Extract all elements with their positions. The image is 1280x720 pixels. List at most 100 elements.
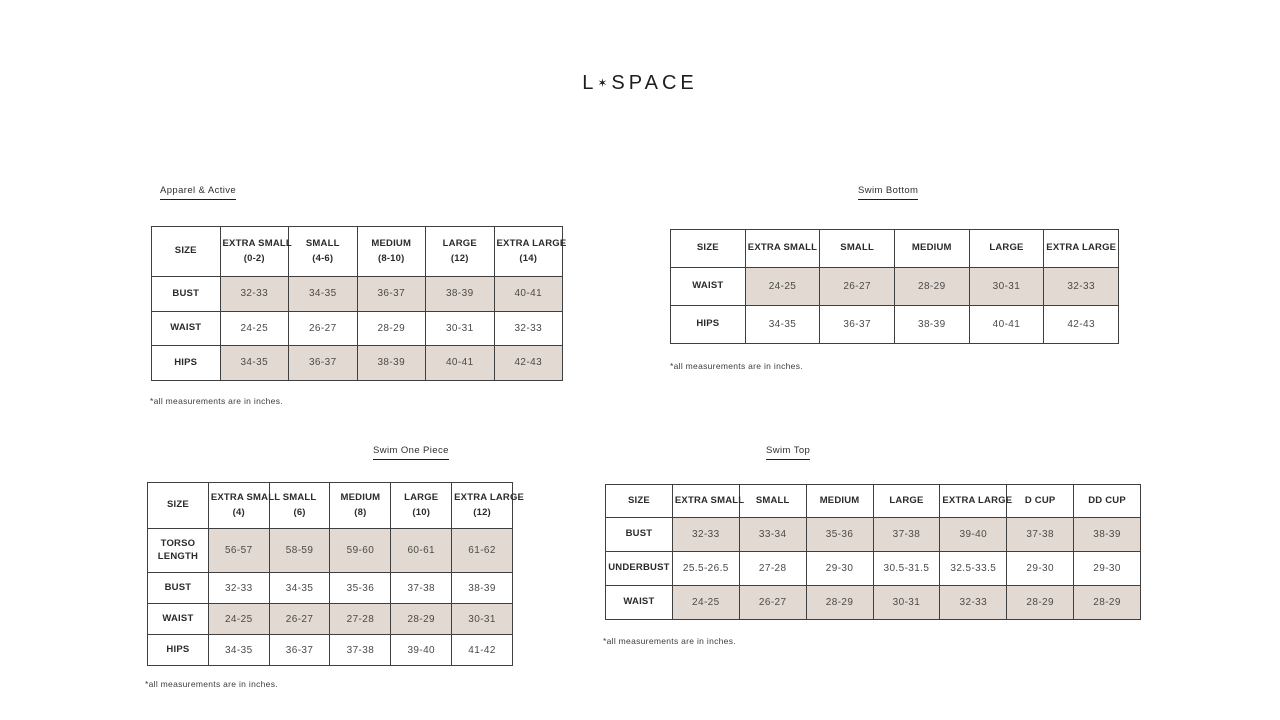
swim-bottom-size-table: SIZE EXTRA SMALL SMALL MEDIUM LARGE EXTRA LAR… (670, 229, 1119, 344)
column-header-cell: EXTRA SMALL (744, 229, 821, 268)
footnote-swim-top: *all measurements are in inches. (603, 636, 736, 646)
table-row: WAIST 24-25 26-27 28-29 30-31 32-33 28-29 28-29 (605, 585, 1141, 620)
row-label-cell: WAIST (670, 267, 746, 306)
row-label-cell: BUST (151, 276, 221, 312)
column-header-cell: SMALL (4-6) (288, 226, 358, 277)
measurement-cell: 39-40 (390, 634, 453, 666)
measurement-cell: 36-37 (268, 634, 331, 666)
measurement-cell: 32-33 (939, 585, 1008, 620)
measurement-cell: 26-27 (738, 585, 807, 620)
column-header-cell: LARGE (12) (425, 226, 495, 277)
column-header-cell: EXTRA SMALL (671, 484, 744, 518)
section-title-apparel-active: Apparel & Active (160, 185, 237, 200)
measurement-cell: 58-59 (268, 528, 331, 573)
row-label-cell: BUST (605, 517, 673, 552)
measurement-cell: 29-30 (805, 551, 874, 586)
measurement-cell: 24-25 (744, 267, 821, 306)
measurement-cell: 30-31 (968, 267, 1045, 306)
measurement-cell: 32-33 (207, 572, 270, 604)
measurement-cell: 61-62 (451, 528, 513, 573)
size-table: SIZE EXTRA SMALL (0-2) SMALL (4-6) MEDIUM (8-1… (151, 226, 566, 381)
row-label-cell: WAIST (151, 310, 221, 347)
measurement-cell: 32-33 (1043, 267, 1119, 306)
measurement-cell: 37-38 (329, 634, 392, 666)
header-row: SIZE EXTRA SMALL SMALL MEDIUM LARGE EXTRA LAR… (670, 229, 1119, 268)
measurement-cell: 24-25 (219, 310, 289, 347)
measurement-cell: 27-28 (738, 551, 807, 586)
table-row: WAIST 24-25 26-27 28-29 30-31 32-33 (151, 310, 563, 347)
table-row: BUST 32-33 33-34 35-36 37-38 39-40 37-38 38-39 (605, 517, 1141, 552)
measurement-cell: 28-29 (390, 603, 453, 635)
measurement-cell: 38-39 (893, 305, 970, 344)
table-row: HIPS 34-35 36-37 38-39 40-41 42-43 (670, 305, 1119, 344)
measurement-cell: 56-57 (207, 528, 270, 573)
size-table: SIZE EXTRA SMALL SMALL MEDIUM LARGE EXTRA LAR… (605, 484, 1141, 620)
size-header-cell: SIZE (147, 482, 209, 529)
section-title-swim-top: Swim Top (766, 445, 811, 460)
measurement-cell: 32-33 (671, 517, 740, 552)
row-label-cell: TORSO LENGTH (147, 528, 209, 573)
measurement-cell: 28-29 (1006, 585, 1075, 620)
measurement-cell: 38-39 (425, 276, 495, 312)
footnote-swim-bottom: *all measurements are in inches. (670, 361, 803, 371)
measurement-cell: 34-35 (268, 572, 331, 604)
table-row: HIPS 34-35 36-37 38-39 40-41 42-43 (151, 345, 563, 381)
measurement-cell: 40-41 (493, 276, 563, 312)
column-header-cell: EXTRA SMALL (4) (207, 482, 280, 529)
column-header-cell: EXTRA LARGE (1043, 229, 1119, 268)
measurement-cell: 30-31 (451, 603, 513, 635)
header-row: SIZE EXTRA SMALL SMALL MEDIUM LARGE EXTRA LAR… (605, 484, 1141, 518)
column-header-cell: LARGE (10) (390, 482, 453, 529)
measurement-cell: 29-30 (1006, 551, 1075, 586)
column-header-cell: LARGE (872, 484, 941, 518)
measurement-cell: 42-43 (493, 345, 563, 381)
column-header-cell: EXTRA LARGE (14) (493, 226, 566, 277)
logo-word-space: SPACE (611, 72, 698, 94)
swim-top-size-table: SIZE EXTRA SMALL SMALL MEDIUM LARGE EXTRA LAR… (605, 484, 1141, 620)
table-row: BUST 32-33 34-35 36-37 38-39 40-41 (151, 276, 563, 312)
measurement-cell: 40-41 (425, 345, 495, 381)
table-row: WAIST 24-25 26-27 28-29 30-31 32-33 (670, 267, 1119, 306)
measurement-cell: 28-29 (893, 267, 970, 306)
column-header-cell: MEDIUM (805, 484, 874, 518)
measurement-cell: 42-43 (1043, 305, 1119, 344)
table-row: UNDERBUST 25.5-26.5 27-28 29-30 30.5-31.5 32.… (605, 551, 1141, 586)
measurement-cell: 32-33 (493, 310, 563, 347)
section-title-swim-one-piece: Swim One Piece (373, 445, 449, 460)
measurement-cell: 39-40 (939, 517, 1008, 552)
measurement-cell: 38-39 (356, 345, 426, 381)
table-row: BUST 32-33 34-35 35-36 37-38 38-39 (147, 572, 513, 604)
measurement-cell: 32-33 (219, 276, 289, 312)
footnote-swim-one-piece: *all measurements are in inches. (145, 679, 278, 689)
measurement-cell: 26-27 (268, 603, 331, 635)
measurement-cell: 28-29 (1073, 585, 1141, 620)
measurement-cell: 38-39 (451, 572, 513, 604)
measurement-cell: 37-38 (390, 572, 453, 604)
header-row: SIZE EXTRA SMALL (0-2) SMALL (4-6) MEDIUM (8-1… (151, 226, 566, 277)
measurement-cell: 30.5-31.5 (872, 551, 941, 586)
column-header-cell: SMALL (738, 484, 807, 518)
measurement-cell: 26-27 (288, 310, 358, 347)
measurement-cell: 24-25 (671, 585, 740, 620)
row-label-cell: HIPS (670, 305, 746, 344)
measurement-cell: 27-28 (329, 603, 392, 635)
measurement-cell: 30-31 (872, 585, 941, 620)
measurement-cell: 32.5-33.5 (939, 551, 1008, 586)
column-header-cell: SMALL (6) (268, 482, 331, 529)
column-header-cell: EXTRA LARGE (939, 484, 1012, 518)
table-row: TORSO LENGTH 56-57 58-59 59-60 60-61 61-62 (147, 528, 513, 573)
column-header-cell: LARGE (968, 229, 1045, 268)
column-header-cell: EXTRA LARGE (12) (451, 482, 524, 529)
size-header-cell: SIZE (670, 229, 746, 268)
measurement-cell: 29-30 (1073, 551, 1141, 586)
measurement-cell: 28-29 (356, 310, 426, 347)
column-header-cell: EXTRA SMALL (0-2) (219, 226, 292, 277)
measurement-cell: 33-34 (738, 517, 807, 552)
swim-one-piece-size-table: SIZE EXTRA SMALL (4) SMALL (6) MEDIUM (8) LARGE… (147, 482, 524, 666)
column-header-cell: MEDIUM (8) (329, 482, 392, 529)
measurement-cell: 34-35 (219, 345, 289, 381)
column-header-cell: DD CUP (1073, 484, 1141, 518)
row-label-cell: WAIST (147, 603, 209, 635)
column-header-cell: D CUP (1006, 484, 1075, 518)
